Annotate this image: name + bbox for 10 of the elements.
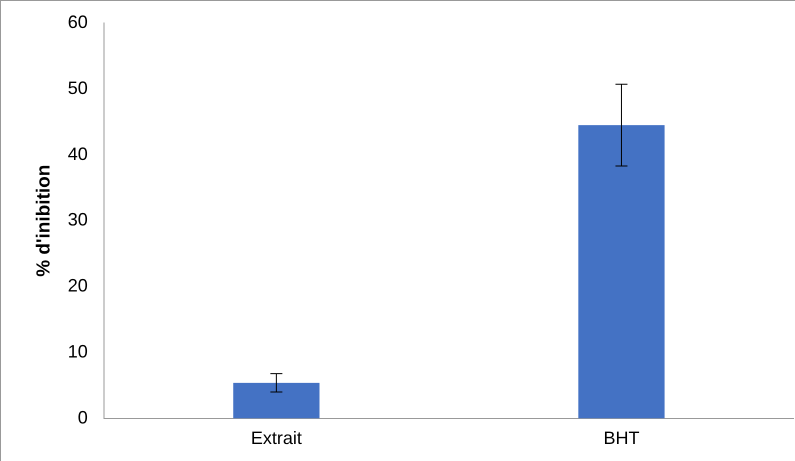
y-tick-label: 60 bbox=[68, 12, 88, 32]
y-tick-label: 20 bbox=[68, 276, 88, 296]
y-tick-label: 10 bbox=[68, 341, 88, 362]
y-tick-label: 50 bbox=[68, 78, 88, 98]
y-tick-label: 30 bbox=[68, 210, 88, 230]
y-axis-title: % d'inibition bbox=[34, 164, 55, 277]
x-tick-label: BHT bbox=[603, 428, 640, 448]
x-tick-label: Extrait bbox=[250, 428, 302, 448]
y-tick-label: 0 bbox=[78, 407, 88, 428]
y-tick-label: 40 bbox=[68, 144, 88, 164]
